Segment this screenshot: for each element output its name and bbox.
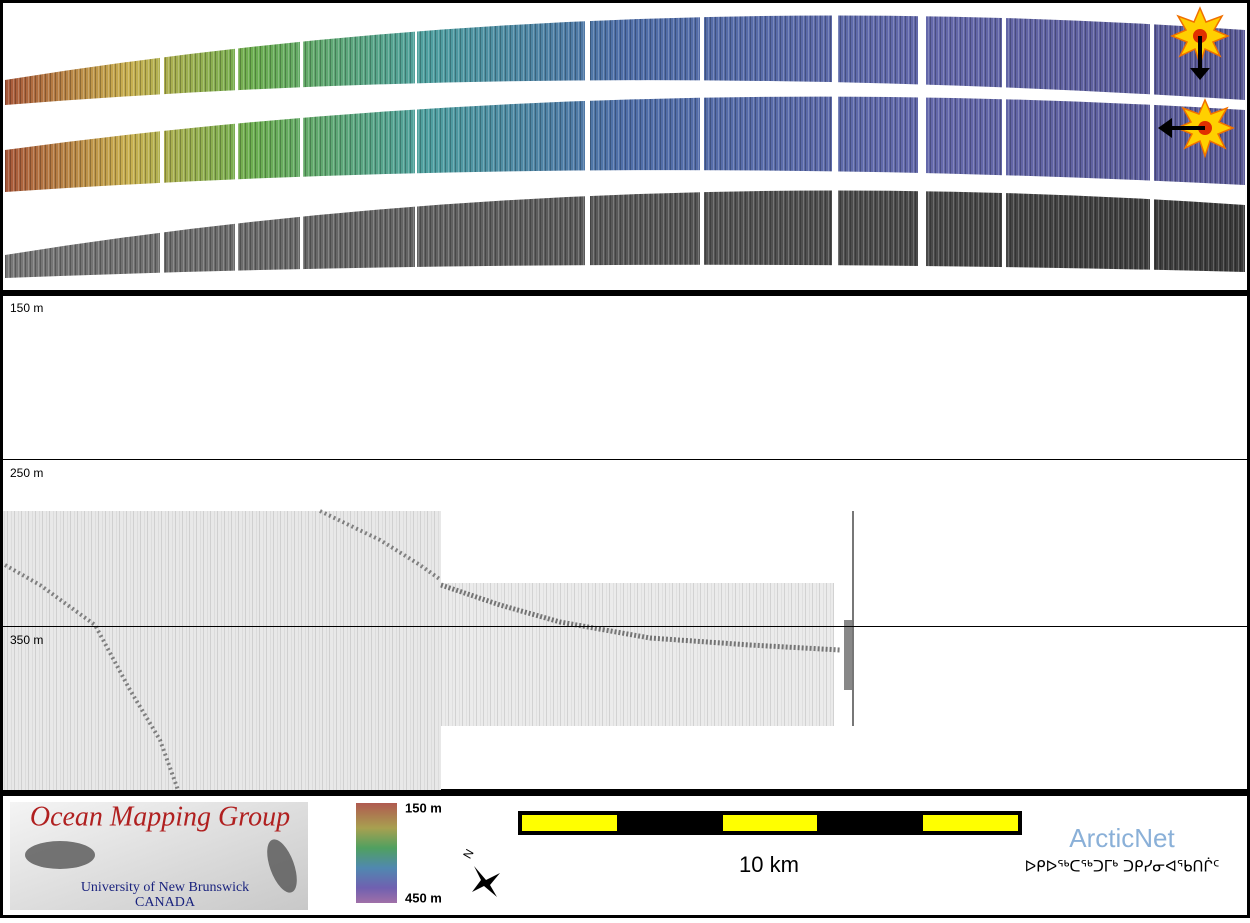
logo-subtitle: University of New Brunswick [81,880,249,895]
strip-texture [5,15,1245,105]
swath-strips [5,10,1245,280]
sun-illumination-icon [1170,6,1230,80]
sun-illumination-icon [1158,98,1235,159]
strip-texture [5,190,1245,278]
partner-name: ArcticNet [1069,823,1175,853]
colorbar-label: 450 m [405,890,442,905]
depth-colorbar [356,803,397,903]
echogram [3,509,854,791]
strip-gaps [160,10,1154,280]
depth-label: 150 m [10,301,43,315]
logo-country: CANADA [135,895,196,910]
ocean-mapping-logo: Ocean Mapping Group University of New Br… [10,801,308,910]
colorbar-label: 150 m [405,800,442,815]
depth-label: 250 m [10,466,43,480]
partner-syllabics: ᐅᑭᐅᖅᑕᖅᑐᒥᒃ ᑐᑭᓯᓂᐊᖃᑎᒌᑦ [1025,858,1220,876]
logo-title: Ocean Mapping Group [30,801,290,832]
depth-label: 350 m [10,633,43,647]
scale-label: 10 km [739,852,799,877]
scale-bar: 10 km [518,811,1022,877]
strip-texture [5,96,1245,192]
